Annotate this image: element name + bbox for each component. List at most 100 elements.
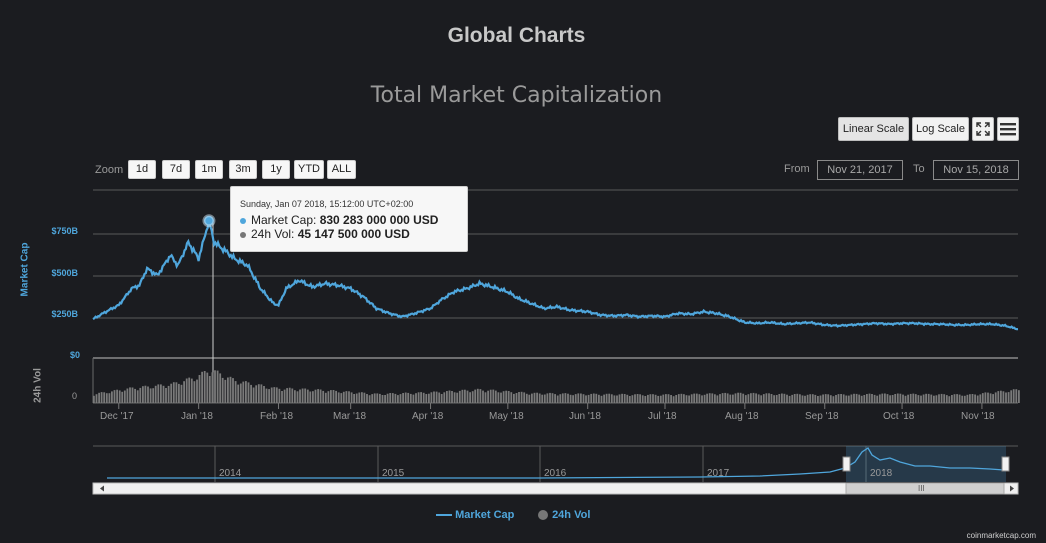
volume-bar — [907, 394, 909, 403]
zoom-1y-button[interactable]: 1y — [262, 160, 290, 179]
volume-bar — [719, 394, 721, 403]
volume-bar — [448, 390, 451, 403]
volume-bar — [796, 393, 799, 403]
volume-bar — [598, 394, 600, 403]
volume-bar — [482, 390, 484, 403]
volume-bar — [288, 387, 291, 403]
navigator-right-handle[interactable] — [1001, 456, 1010, 472]
volume-bar — [556, 395, 559, 403]
chart-menu-button[interactable] — [997, 117, 1019, 141]
volume-bar — [734, 393, 737, 403]
volume-bar — [631, 395, 634, 403]
volume-bar — [747, 394, 750, 403]
volume-bar — [296, 391, 299, 403]
circle-legend-icon — [538, 510, 548, 521]
x-tick-may-18: May '18 — [489, 411, 524, 422]
volume-bar — [554, 394, 556, 403]
volume-bar — [850, 394, 853, 403]
volume-bar — [190, 378, 193, 403]
zoom-label: Zoom — [95, 164, 124, 176]
highlight-point — [202, 214, 216, 228]
volume-bar — [809, 394, 812, 403]
volume-bar — [391, 393, 394, 403]
volume-bar — [654, 394, 657, 403]
volume-bar — [165, 388, 167, 403]
fullscreen-button[interactable] — [972, 117, 994, 141]
volume-bar — [948, 396, 951, 403]
volume-bar — [116, 389, 118, 403]
zoom-7d-button[interactable]: 7d — [162, 160, 190, 179]
scroll-left-arrow-icon[interactable] — [100, 485, 104, 492]
volume-bar — [415, 393, 417, 403]
tooltip-market-cap-value: 830 283 000 000 USD — [319, 213, 439, 227]
volume-bar — [559, 394, 562, 403]
volume-bar — [211, 372, 214, 403]
to-date-input[interactable]: Nov 15, 2018 — [933, 160, 1019, 180]
volume-bar — [353, 394, 355, 403]
page-title: Global Charts — [447, 24, 586, 47]
volume-bar — [319, 389, 322, 403]
navigator-scrollbar-thumb[interactable] — [845, 482, 1005, 495]
volume-bar — [265, 388, 268, 403]
volume-bar — [876, 395, 879, 403]
volume-bar — [577, 393, 580, 403]
volume-bar — [121, 391, 124, 403]
volume-bar — [667, 394, 670, 403]
y-tick-500: $500B — [51, 268, 78, 278]
volume-bar — [1012, 389, 1015, 403]
navigator-year-2015: 2015 — [382, 468, 405, 479]
volume-bar — [974, 394, 976, 403]
volume-bar — [987, 392, 989, 403]
volume-bar — [801, 395, 804, 403]
volume-bar — [368, 395, 371, 403]
volume-bar — [819, 395, 822, 403]
volume-bar — [376, 393, 379, 403]
legend-market-cap[interactable]: Market Cap — [436, 509, 514, 521]
volume-bar — [603, 394, 605, 403]
volume-bar — [1007, 392, 1010, 403]
volume-bar — [600, 395, 603, 403]
zoom-all-button[interactable]: ALL — [327, 160, 356, 179]
zoom-ytd-button[interactable]: YTD — [294, 160, 324, 179]
volume-bar — [386, 393, 389, 403]
zoom-1d-button[interactable]: 1d — [128, 160, 156, 179]
volume-bar — [425, 394, 428, 403]
volume-bar — [845, 395, 848, 403]
volume-bar — [680, 393, 683, 403]
x-tick-marks — [118, 403, 983, 409]
volume-bar — [152, 388, 155, 403]
scrollbar-grip[interactable]: III — [918, 484, 925, 493]
volume-bar — [677, 394, 680, 403]
volume-bar — [232, 378, 234, 403]
linear-scale-button[interactable]: Linear Scale — [838, 117, 909, 141]
volume-bar — [113, 390, 116, 403]
volume-bar — [992, 394, 994, 403]
volume-bar — [930, 394, 933, 403]
volume-bar — [994, 392, 997, 403]
volume-bar — [1002, 391, 1005, 403]
volume-bar — [466, 390, 469, 403]
volume-bar — [626, 394, 629, 403]
navigator-scrollbar-track[interactable] — [92, 482, 1019, 495]
scroll-right-arrow-icon[interactable] — [1010, 485, 1014, 492]
volume-bar — [788, 395, 791, 403]
volume-bar — [742, 393, 745, 403]
log-scale-button[interactable]: Log Scale — [912, 117, 969, 141]
volume-bar — [471, 391, 474, 403]
from-date-input[interactable]: Nov 21, 2017 — [817, 160, 903, 180]
legend-24h-vol[interactable]: 24h Vol — [537, 509, 590, 521]
volume-bar — [301, 388, 304, 403]
navigator-left-handle[interactable] — [842, 456, 851, 472]
volume-bar — [878, 394, 881, 403]
volume-bar — [273, 387, 276, 403]
volume-bar — [440, 394, 443, 403]
zoom-3m-button[interactable]: 3m — [229, 160, 257, 179]
tooltip-vol-row: 24h Vol: 45 147 500 000 USD — [240, 227, 410, 241]
credit-link[interactable]: coinmarketcap.com — [966, 531, 1036, 540]
volume-bar — [835, 395, 837, 403]
zoom-1m-button[interactable]: 1m — [195, 160, 223, 179]
volume-bar — [595, 393, 598, 403]
volume-bar — [693, 393, 696, 403]
